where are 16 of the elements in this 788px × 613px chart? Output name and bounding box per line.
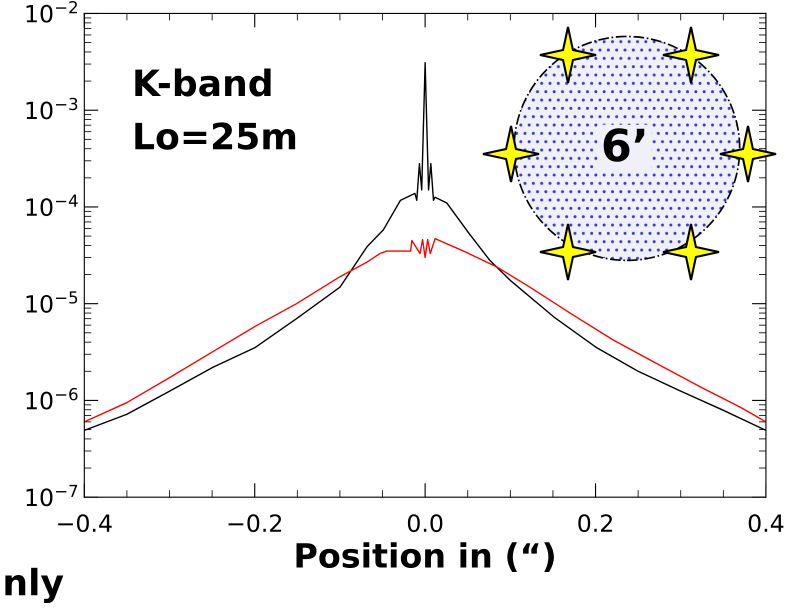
y-tick-label: 10$^{−5}$ [26, 291, 78, 313]
y-tick-label: 10$^{−6}$ [26, 388, 78, 410]
x-axis-title: Position in (“) [296, 542, 554, 572]
y-tick-label: 10$^{−7}$ [26, 484, 78, 506]
annotation: Lo=25m [135, 122, 296, 150]
x-tick-label: 0.4 [748, 514, 784, 532]
y-tick-label: 10$^{−3}$ [26, 98, 78, 120]
x-tick-label: −0.4 [58, 514, 112, 532]
annotation: 6’ [604, 128, 644, 162]
y-tick-label: 10$^{−2}$ [26, 0, 77, 23]
x-tick-label: −0.2 [228, 514, 282, 532]
x-tick-label: 0.2 [578, 514, 612, 532]
text: nly [5, 568, 64, 604]
x-tick-label: 0.0 [408, 514, 442, 532]
y-tick-label: 10$^{−4}$ [26, 194, 78, 216]
annotation: K-band [135, 68, 271, 97]
